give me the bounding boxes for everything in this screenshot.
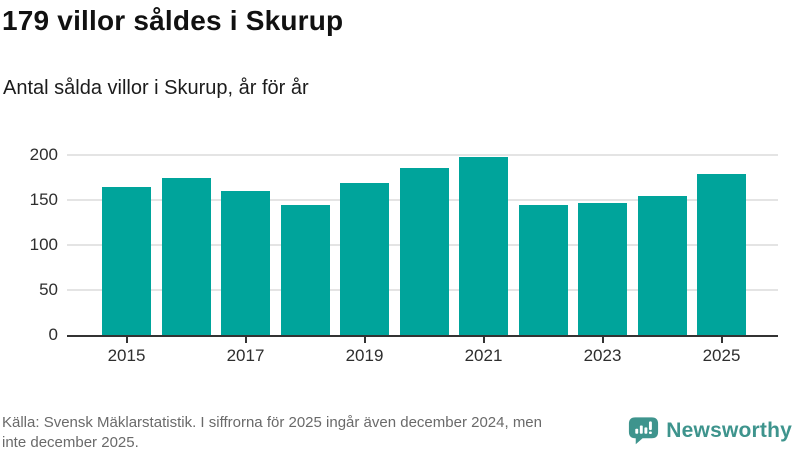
y-tick-label-200: 200 — [29, 145, 58, 164]
x-tick-2017 — [244, 337, 247, 343]
source-line-2: inte december 2025. — [2, 434, 139, 450]
bar-2023 — [578, 202, 627, 335]
source-line-1: Källa: Svensk Mäklarstatistik. I siffror… — [2, 414, 542, 431]
bars — [67, 155, 778, 335]
bar-2019 — [340, 182, 389, 335]
x-tick-label-2019: 2019 — [345, 346, 384, 365]
y-axis-labels: 0 50 100 150 200 — [0, 145, 58, 344]
y-tick-label-0: 0 — [48, 325, 58, 344]
source-note: Källa: Svensk Mäklarstatistik. I siffror… — [2, 413, 642, 450]
x-tick-label-2023: 2023 — [583, 346, 622, 365]
gridline-200 — [67, 154, 778, 156]
x-tick-label-2025: 2025 — [702, 346, 741, 365]
bar-2022 — [518, 204, 568, 335]
x-tick-2025 — [720, 337, 723, 343]
x-tick-2023 — [601, 337, 604, 343]
page-title: 179 villor såldes i Skurup — [2, 5, 344, 36]
bar-2025 — [697, 173, 746, 335]
bar-2016 — [161, 178, 211, 335]
newsworthy-logo[interactable]: Newsworthy — [628, 416, 792, 446]
chart-subtitle: Antal sålda villor i Skurup, år för år — [3, 77, 309, 99]
y-tick-label-100: 100 — [29, 235, 58, 254]
x-tick-2015 — [125, 337, 128, 343]
bar-2018 — [280, 204, 330, 335]
bar-2017 — [221, 191, 270, 335]
x-tick-2021 — [482, 337, 485, 343]
x-tick-label-2017: 2017 — [226, 346, 265, 365]
bar-2021 — [459, 156, 508, 335]
x-tick-label-2015: 2015 — [107, 346, 146, 365]
plot-area — [67, 154, 778, 337]
bar-chart: 0 50 100 150 200 2015 2017 2019 2021 2023 2025 — [0, 145, 800, 375]
bar-2015 — [102, 186, 151, 335]
y-tick-label-50: 50 — [39, 280, 58, 299]
y-tick-label-150: 150 — [29, 190, 58, 209]
newsworthy-wordmark: Newsworthy — [666, 419, 792, 442]
newsworthy-logo-icon — [628, 416, 659, 446]
bar-2024 — [637, 196, 687, 335]
x-axis: 2015 2017 2019 2021 2023 2025 — [67, 337, 778, 375]
x-tick-label-2021: 2021 — [464, 346, 503, 365]
x-tick-2019 — [363, 337, 366, 343]
bar-2020 — [399, 167, 449, 335]
